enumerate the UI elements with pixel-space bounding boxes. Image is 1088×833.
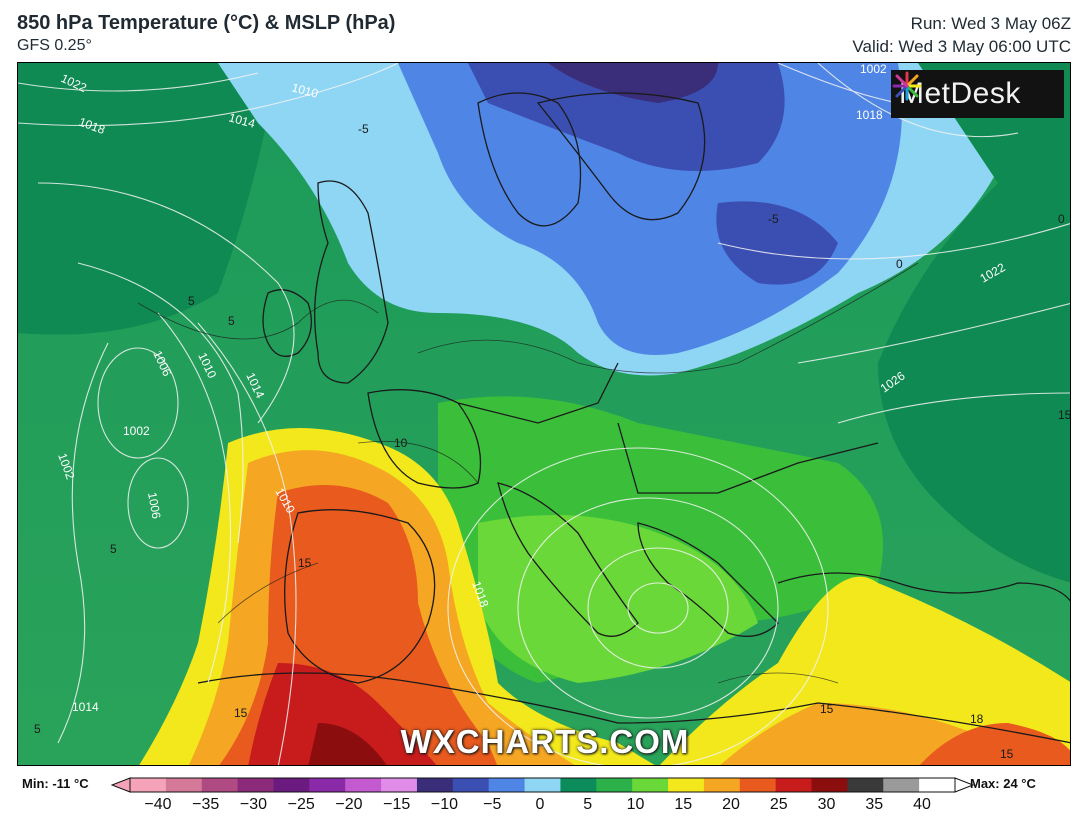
field-warm-core — [308, 723, 387, 765]
isobar-label: 1002 — [860, 63, 887, 76]
legend-tick-label: 30 — [817, 796, 836, 813]
field-cold-east — [716, 201, 838, 285]
legend-tick-label: −10 — [430, 796, 459, 813]
weather-map: 1022 1018 1010 1014 1002 1018 1022 1026 … — [17, 62, 1071, 766]
temp-label: 15 — [298, 556, 312, 570]
metdesk-logo: MetDesk — [891, 70, 1064, 118]
field-east-green — [878, 63, 1070, 583]
field-east-yellow — [659, 576, 1070, 765]
legend-swatch — [345, 778, 382, 792]
watermark: WXCHARTS.COM — [400, 723, 690, 760]
legend-swatch — [847, 778, 884, 792]
legend-tick-label: 5 — [583, 796, 593, 813]
max-temp-label: Max: 24 °C — [970, 776, 1036, 791]
coastlines — [197, 92, 1070, 744]
isobar-label: 1018 — [856, 108, 883, 122]
isobar-label: 1002 — [123, 424, 150, 438]
run-time: Run: Wed 3 May 06Z — [910, 14, 1071, 33]
legend-swatch — [596, 778, 633, 792]
temp-label: 15 — [1058, 408, 1071, 422]
isobar-label: 1006 — [145, 491, 163, 520]
legend-swatch — [668, 778, 705, 792]
metdesk-starburst-icon — [892, 71, 922, 101]
temp-label: 15 — [234, 706, 248, 720]
legend-swatch — [883, 778, 920, 792]
legend-swatch — [201, 778, 239, 792]
temp-label: 18 — [970, 712, 984, 726]
field-cold-core — [548, 63, 718, 103]
legend-swatch — [488, 778, 526, 792]
legend-swatch — [919, 778, 956, 792]
temp-label-group: -5 -5 0 0 5 5 10 15 15 15 15 18 5 5 15 — [34, 122, 1071, 761]
temp-label: -5 — [768, 212, 779, 226]
temp-label: 15 — [1000, 747, 1014, 761]
legend-swatch — [560, 778, 597, 792]
temp-label: 0 — [1058, 212, 1065, 226]
legend-tick-label: 40 — [913, 796, 931, 813]
temp-label: 10 — [394, 436, 408, 450]
legend-swatch — [739, 778, 777, 792]
legend-tick-label: −5 — [483, 796, 502, 813]
logo-text: MetDesk — [899, 77, 1021, 110]
temp-label: 5 — [228, 314, 235, 328]
field-med-green — [478, 515, 758, 683]
legend-min-arrow — [110, 777, 131, 793]
chart-header: 850 hPa Temperature (°C) & MSLP (hPa) GF… — [0, 0, 1088, 62]
legend-tick-label: −20 — [335, 796, 363, 813]
legend-tick-label: 35 — [865, 796, 884, 813]
legend-tick-label: −15 — [383, 796, 411, 813]
legend-swatch — [416, 778, 454, 792]
field-cold-deep — [468, 63, 785, 171]
temp-label: 15 — [820, 702, 834, 716]
legend-tick-label: 25 — [769, 796, 788, 813]
legend-tick-label: 15 — [674, 796, 693, 813]
legend-swatch — [273, 778, 310, 792]
legend-swatch — [452, 778, 490, 792]
legend-swatch — [130, 778, 167, 792]
legend-swatch — [524, 778, 561, 792]
legend-swatch — [237, 778, 274, 792]
legend-tick-label: −30 — [239, 796, 268, 813]
temp-label: 5 — [34, 722, 41, 736]
isobar-label: 1010 — [290, 80, 320, 101]
temperature-contours — [137, 262, 919, 684]
field-warm-deep — [248, 663, 437, 765]
legend-swatch — [632, 778, 669, 792]
legend-tick-label: 0 — [535, 796, 545, 813]
legend-swatch — [381, 778, 418, 792]
temp-label: -5 — [358, 122, 369, 136]
legend-swatch — [811, 778, 848, 792]
legend-tick-label: −40 — [144, 796, 172, 813]
legend-tick-label: 10 — [626, 796, 645, 813]
valid-time: Valid: Wed 3 May 06:00 UTC — [852, 37, 1071, 56]
legend-tick-label: 20 — [722, 796, 740, 813]
legend-swatch — [309, 778, 346, 792]
temp-label: 5 — [188, 294, 195, 308]
field-west-green — [18, 63, 278, 335]
map-canvas: 1022 1018 1010 1014 1002 1018 1022 1026 … — [18, 63, 1071, 765]
legend-colorbar — [110, 777, 975, 793]
legend-tick-label: −35 — [192, 796, 220, 813]
legend-swatch — [165, 778, 203, 792]
chart-title: 850 hPa Temperature (°C) & MSLP (hPa) — [17, 12, 396, 34]
model-label: GFS 0.25° — [17, 37, 92, 54]
legend-swatch — [775, 778, 813, 792]
isobar-label: 1014 — [227, 110, 257, 131]
legend-swatch — [703, 778, 741, 792]
legend-border — [129, 777, 956, 793]
legend-tick-label: −25 — [287, 796, 315, 813]
isobars — [18, 63, 1070, 765]
field-east-red — [919, 723, 1070, 765]
temp-label: 0 — [896, 257, 903, 271]
temp-label: 5 — [110, 542, 117, 556]
min-temp-label: Min: -11 °C — [22, 776, 89, 791]
isobar-label: 1014 — [72, 700, 99, 714]
color-legend: Min: -11 °C Max: 24 °C −40 −35 −30 −25 −20 −1… — [0, 770, 1088, 830]
